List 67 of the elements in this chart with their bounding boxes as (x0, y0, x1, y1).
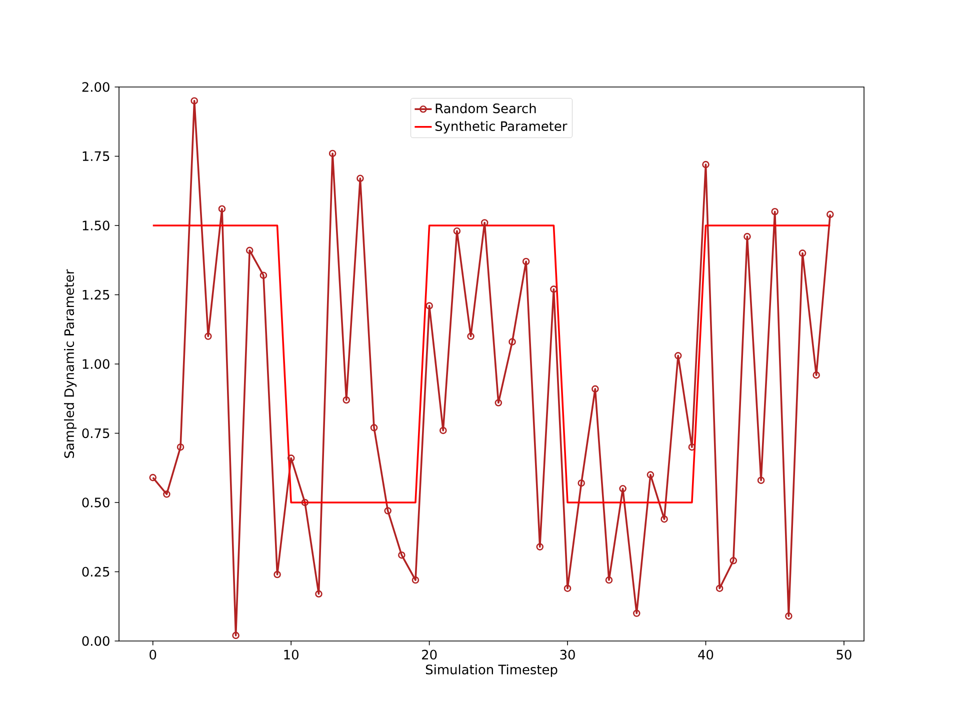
point (660, 515, 668, 523)
point (674, 352, 682, 360)
point (757, 476, 765, 484)
x-tick-label: 0 (150, 650, 156, 660)
point (730, 557, 738, 564)
point (176, 443, 184, 451)
y-tick-label: 2.00 (82, 82, 110, 92)
x-axis-title: Simulation Timestep (426, 664, 558, 677)
y-tick-label: 1.50 (82, 220, 110, 230)
point (494, 399, 502, 406)
x-tick-label: 10 (284, 650, 298, 660)
point (592, 385, 599, 393)
y-axis-title: Sampled Dynamic Parameter (64, 269, 77, 458)
point (315, 590, 322, 598)
y-tick-label: 0.00 (82, 636, 110, 646)
point (522, 258, 530, 266)
point (812, 371, 820, 379)
point (702, 160, 710, 168)
point (370, 424, 378, 432)
point (688, 443, 696, 451)
point (744, 232, 751, 240)
point (204, 332, 212, 340)
point (287, 454, 295, 462)
point (619, 484, 626, 492)
y-tick-label: 1.75 (82, 151, 110, 162)
legend-label: Random Search (436, 103, 536, 114)
point (550, 286, 558, 293)
point (578, 479, 585, 487)
legend-label: Synthetic Parameter (435, 121, 568, 134)
x-tick-label: 30 (560, 650, 575, 660)
point (564, 584, 572, 592)
point (646, 471, 654, 478)
point (260, 272, 268, 279)
point (274, 570, 281, 578)
point (771, 208, 778, 216)
y-tick-label: 1.25 (82, 290, 110, 300)
point (480, 219, 488, 226)
point (439, 426, 447, 434)
point (453, 227, 461, 235)
y-tick-label: 0.25 (82, 566, 110, 577)
point (633, 610, 640, 617)
point (232, 632, 240, 640)
point (508, 338, 516, 346)
point (190, 97, 198, 104)
point (426, 302, 433, 310)
point (398, 551, 406, 559)
point (716, 584, 724, 592)
point (218, 205, 226, 212)
y-tick-label: 0.50 (82, 498, 110, 508)
point (605, 576, 613, 584)
point (412, 576, 420, 584)
point (785, 612, 792, 620)
point (356, 174, 364, 182)
point (536, 543, 544, 550)
x-tick-label: 50 (836, 650, 852, 660)
y-tick-label: 1.00 (82, 359, 110, 369)
x-tick-label: 40 (698, 650, 714, 660)
point (328, 150, 336, 158)
point (467, 332, 474, 340)
y-tick-label: 0.75 (82, 428, 110, 438)
point (342, 396, 350, 404)
point (301, 498, 309, 506)
x-tick-label: 20 (422, 650, 437, 660)
point (384, 507, 392, 514)
point (163, 490, 170, 498)
point (798, 250, 806, 257)
point (246, 246, 254, 254)
